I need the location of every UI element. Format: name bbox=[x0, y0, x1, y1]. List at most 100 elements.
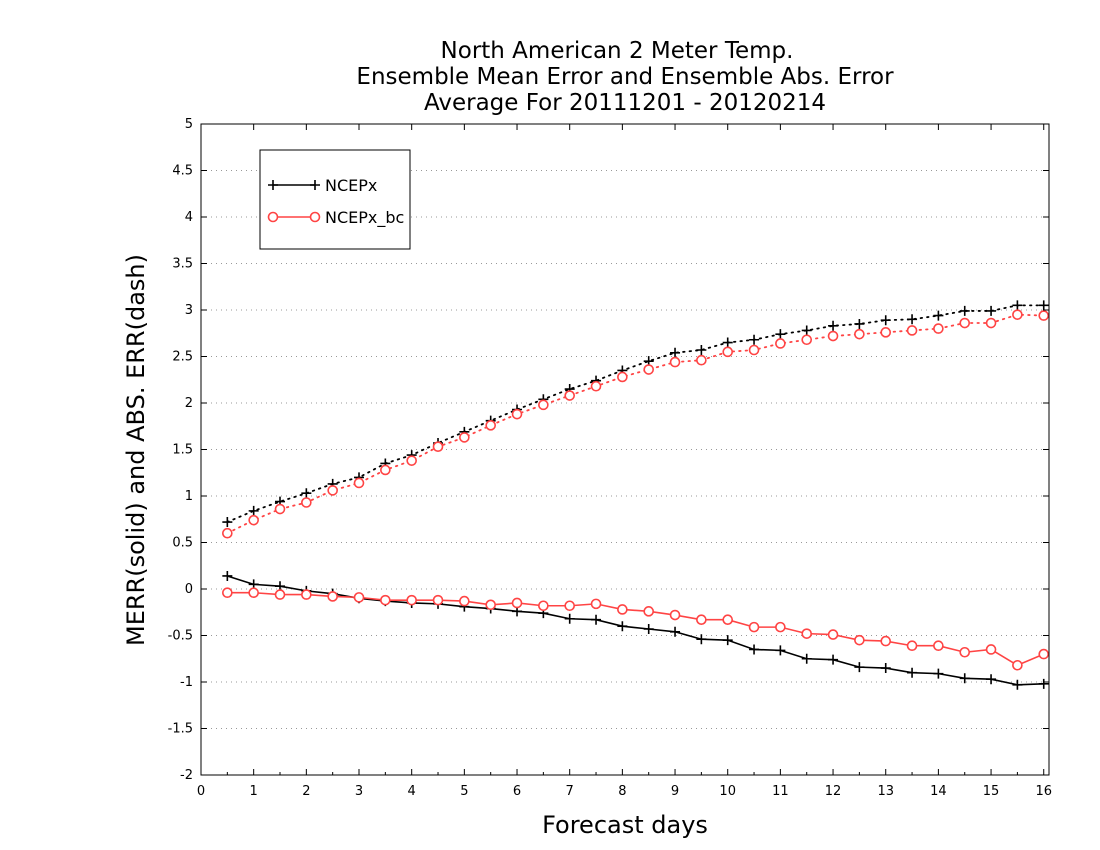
data-point-ncepx-bc-mean-error bbox=[301, 589, 312, 600]
title-line-3: Average For 20111201 - 20120214 bbox=[424, 90, 826, 116]
data-point-ncepx-mean-error bbox=[959, 673, 970, 684]
x-tick-label: 2 bbox=[302, 784, 310, 799]
data-point-ncepx-bc-mean-error bbox=[511, 597, 523, 609]
y-tick-label: 2.5 bbox=[172, 350, 193, 365]
legend-label-ncepx: NCEPx bbox=[325, 176, 377, 195]
legend-marker-ncepx-bc bbox=[267, 211, 279, 223]
data-point-ncepx-bc-abs-error bbox=[353, 477, 365, 489]
data-point-ncepx-bc-mean-error bbox=[564, 600, 575, 612]
data-point-ncepx-abs-error bbox=[959, 305, 970, 316]
y-tick-label: -2 bbox=[180, 768, 193, 783]
x-tick-label: 11 bbox=[772, 784, 789, 799]
data-point-ncepx-bc-abs-error bbox=[432, 441, 444, 453]
data-point-ncepx-abs-error bbox=[301, 488, 312, 499]
data-point-ncepx-bc-abs-error bbox=[933, 323, 944, 334]
data-point-ncepx-abs-error bbox=[986, 305, 997, 316]
series-layer bbox=[222, 300, 1050, 690]
data-point-ncepx-bc-abs-error bbox=[590, 380, 602, 392]
data-point-ncepx-bc-abs-error bbox=[959, 317, 971, 329]
data-point-ncepx-bc-abs-error bbox=[485, 420, 496, 431]
data-point-ncepx-bc-mean-error bbox=[854, 634, 865, 646]
data-point-ncepx-bc-mean-error bbox=[222, 587, 233, 599]
data-point-ncepx-bc-abs-error bbox=[406, 455, 417, 466]
data-point-ncepx-bc-mean-error bbox=[353, 592, 365, 603]
data-point-ncepx-bc-mean-error bbox=[669, 609, 681, 621]
y-tick-label: 1 bbox=[185, 489, 193, 504]
y-tick-label: 0 bbox=[185, 582, 193, 597]
data-point-ncepx-bc-abs-error bbox=[1038, 310, 1050, 321]
data-point-ncepx-bc-mean-error bbox=[590, 598, 602, 610]
data-point-ncepx-bc-mean-error bbox=[801, 628, 813, 639]
data-point-ncepx-bc-abs-error bbox=[906, 325, 918, 336]
series-line-ncepx-bc-abs-error bbox=[226, 313, 1045, 535]
data-point-ncepx-mean-error bbox=[749, 644, 760, 655]
data-point-ncepx-bc-abs-error bbox=[327, 485, 338, 496]
x-tick-label: 13 bbox=[877, 784, 894, 799]
data-point-ncepx-mean-error bbox=[907, 667, 918, 678]
x-tick-label: 10 bbox=[719, 784, 736, 799]
data-point-ncepx-abs-error bbox=[933, 310, 944, 321]
data-point-ncepx-bc-mean-error bbox=[906, 640, 918, 652]
data-point-ncepx-bc-mean-error bbox=[985, 644, 997, 655]
data-point-ncepx-mean-error bbox=[564, 613, 575, 624]
data-point-ncepx-mean-error bbox=[591, 614, 602, 625]
data-point-ncepx-bc-abs-error bbox=[827, 330, 839, 342]
x-tick-label: 1 bbox=[250, 784, 258, 799]
data-point-ncepx-bc-abs-error bbox=[511, 408, 523, 420]
legend-marker-ncepx bbox=[310, 180, 320, 190]
legend-marker-ncepx bbox=[268, 180, 278, 190]
data-point-ncepx-abs-error bbox=[775, 329, 786, 340]
data-point-ncepx-bc-mean-error bbox=[748, 621, 760, 633]
data-point-ncepx-bc-mean-error bbox=[959, 646, 971, 658]
data-point-ncepx-abs-error bbox=[854, 318, 865, 329]
legend: NCEPx NCEPx_bc bbox=[259, 149, 411, 250]
data-point-ncepx-abs-error bbox=[749, 334, 760, 345]
x-tick-label: 5 bbox=[460, 784, 468, 799]
data-point-ncepx-bc-mean-error bbox=[775, 621, 786, 633]
data-point-ncepx-abs-error bbox=[696, 344, 707, 355]
data-point-ncepx-bc-mean-error bbox=[1038, 648, 1050, 660]
data-point-ncepx-bc-abs-error bbox=[669, 356, 681, 368]
data-point-ncepx-mean-error bbox=[880, 663, 891, 674]
y-tick-label: 4.5 bbox=[172, 164, 193, 179]
x-tick-label: 8 bbox=[618, 784, 626, 799]
y-tick-label: 0.5 bbox=[172, 536, 193, 551]
data-point-ncepx-bc-abs-error bbox=[564, 390, 575, 401]
data-point-ncepx-bc-mean-error bbox=[643, 606, 655, 617]
x-tick-label: 15 bbox=[983, 784, 1000, 799]
data-point-ncepx-bc-mean-error bbox=[696, 614, 707, 625]
data-point-ncepx-bc-abs-error bbox=[775, 338, 786, 349]
data-point-ncepx-bc-abs-error bbox=[380, 464, 391, 476]
data-point-ncepx-bc-mean-error bbox=[406, 594, 417, 606]
y-axis-label: MERR(solid) and ABS. ERR(dash) bbox=[122, 254, 150, 646]
data-point-ncepx-mean-error bbox=[933, 668, 944, 679]
data-point-ncepx-bc-mean-error bbox=[722, 614, 734, 625]
data-point-ncepx-bc-abs-error bbox=[617, 371, 628, 383]
data-point-ncepx-mean-error bbox=[722, 635, 733, 646]
x-tick-label: 14 bbox=[930, 784, 947, 799]
y-tick-label: -0.5 bbox=[168, 629, 193, 644]
y-tick-label: -1 bbox=[180, 675, 193, 690]
title-line-2: Ensemble Mean Error and Ensemble Abs. Er… bbox=[356, 64, 894, 90]
series-line-ncepx-abs-error bbox=[226, 304, 1045, 523]
x-tick-label: 16 bbox=[1035, 784, 1052, 799]
data-point-ncepx-bc-abs-error bbox=[748, 344, 760, 356]
data-point-ncepx-mean-error bbox=[828, 654, 839, 665]
legend-marker-ncepx-bc bbox=[309, 211, 321, 223]
data-point-ncepx-bc-abs-error bbox=[301, 497, 312, 508]
data-point-ncepx-bc-abs-error bbox=[274, 503, 286, 515]
data-point-ncepx-bc-abs-error bbox=[222, 527, 233, 539]
data-point-ncepx-abs-error bbox=[907, 314, 918, 325]
data-point-ncepx-bc-abs-error bbox=[854, 328, 865, 340]
data-point-ncepx-bc-mean-error bbox=[248, 587, 259, 599]
data-point-ncepx-bc-abs-error bbox=[880, 327, 892, 338]
data-point-ncepx-mean-error bbox=[986, 674, 997, 685]
data-point-ncepx-mean-error bbox=[222, 570, 233, 581]
x-tick-label: 4 bbox=[408, 784, 416, 799]
data-point-ncepx-abs-error bbox=[828, 320, 839, 331]
y-tick-label: 5 bbox=[185, 117, 193, 132]
x-tick-label: 7 bbox=[566, 784, 574, 799]
data-point-ncepx-abs-error bbox=[248, 505, 259, 516]
y-tick-label: 2 bbox=[185, 396, 193, 411]
x-axis-ticks: 0 1 2 3 4 5 6 7 8 9 10 11 12 13 14 15 16 bbox=[197, 124, 1052, 799]
